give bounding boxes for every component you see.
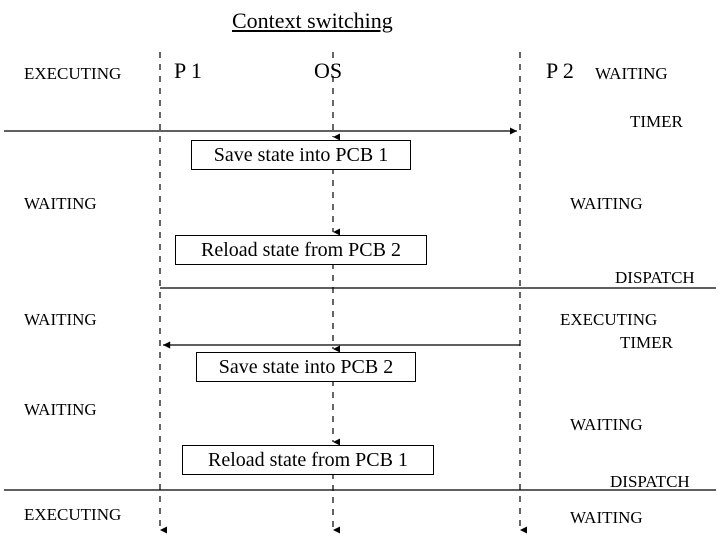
right-dispatch-2: DISPATCH: [610, 472, 690, 492]
left-waiting-2: WAITING: [24, 310, 97, 330]
col-p1-label: P 1: [174, 58, 202, 84]
right-executing: EXECUTING: [560, 310, 657, 330]
right-waiting-bottom: WAITING: [570, 508, 643, 528]
left-waiting-1: WAITING: [24, 194, 97, 214]
right-waiting-mid1: WAITING: [570, 194, 643, 214]
right-waiting-mid2: WAITING: [570, 415, 643, 435]
diagram-title: Context switching: [232, 8, 393, 34]
left-executing-top: EXECUTING: [24, 64, 121, 84]
box-save-pcb2: Save state into PCB 2: [196, 352, 416, 382]
box-reload-pcb1: Reload state from PCB 1: [182, 445, 434, 475]
right-timer-1: TIMER: [630, 112, 683, 132]
box-reload-pcb2: Reload state from PCB 2: [175, 235, 427, 265]
diagram-stage: { "title": "Context switching", "columns…: [0, 0, 720, 540]
left-executing-bottom: EXECUTING: [24, 505, 121, 525]
right-waiting-top: WAITING: [595, 64, 668, 84]
right-dispatch-1: DISPATCH: [615, 268, 695, 288]
box-save-pcb1: Save state into PCB 1: [191, 140, 411, 170]
left-waiting-3: WAITING: [24, 400, 97, 420]
right-timer-2: TIMER: [620, 333, 673, 353]
col-os-label: OS: [314, 58, 342, 84]
col-p2-label: P 2: [546, 58, 574, 84]
